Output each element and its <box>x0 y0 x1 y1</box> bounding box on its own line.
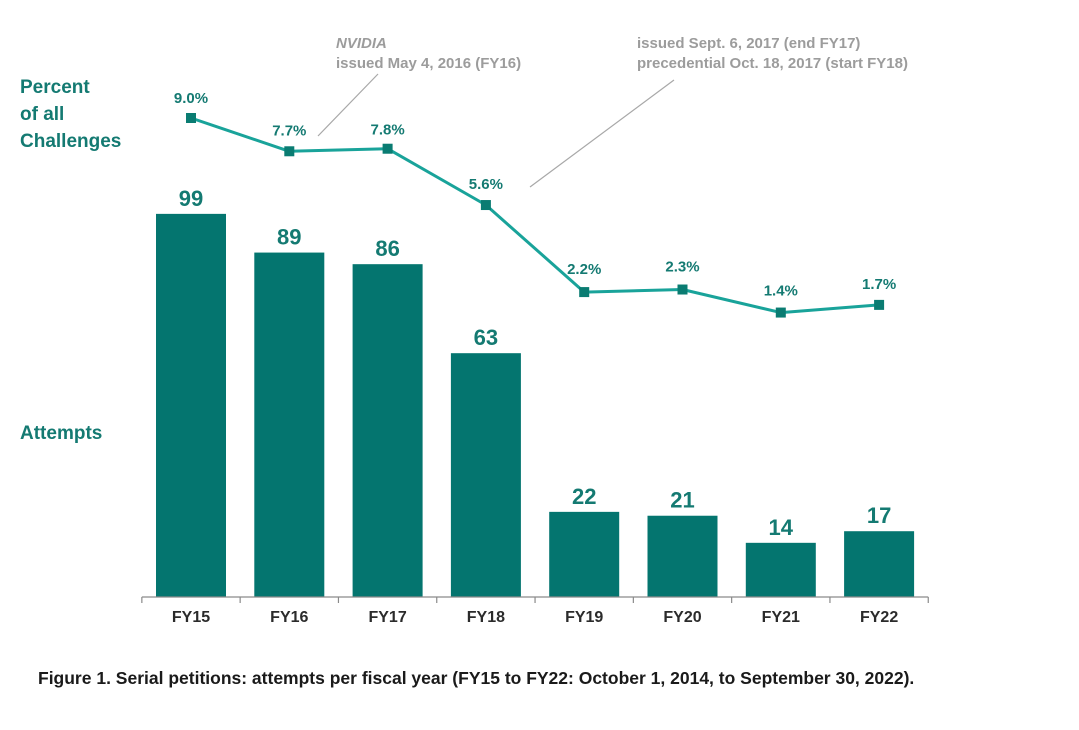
annotation-precedential-date: precedential Oct. 18, 2017 (start FY18) <box>637 55 908 72</box>
percent-marker-fy17 <box>382 143 393 154</box>
percent-label-fy22: 1.7% <box>862 276 896 293</box>
bar-value-label-fy20: 21 <box>670 488 694 513</box>
x-tick-label-fy22: FY22 <box>860 609 898 626</box>
percent-marker-fy15 <box>186 113 196 123</box>
x-tick-label-fy19: FY19 <box>565 609 603 626</box>
percent-label-fy15: 9.0% <box>174 90 208 107</box>
annotation-issued-date: issued Sept. 6, 2017 (end FY17) <box>637 35 860 52</box>
percent-label-fy18: 5.6% <box>469 176 503 193</box>
x-tick-label-fy20: FY20 <box>663 609 701 626</box>
bar-value-label-fy22: 17 <box>867 503 891 528</box>
percent-axis-title-line-2: of all <box>20 104 64 125</box>
percent-marker-fy19 <box>579 287 590 298</box>
percent-axis-title-line-3: Challenges <box>20 131 121 152</box>
x-axis: FY15 FY16 FY17 FY18 FY19 FY20 FY21 FY22 <box>141 596 929 626</box>
bar-fy16 <box>254 252 325 597</box>
x-tick-label-fy21: FY21 <box>762 609 800 626</box>
bar-value-label-fy16: 89 <box>277 225 301 250</box>
percent-label-fy21: 1.4% <box>764 283 798 300</box>
x-tick-label-fy17: FY17 <box>368 609 406 626</box>
percent-label-fy16: 7.7% <box>272 122 306 139</box>
percent-marker-fy16 <box>284 146 295 157</box>
annotation-nvidia-date: issued May 4, 2016 (FY16) <box>336 55 521 72</box>
bar-fy19 <box>549 511 620 597</box>
bar-value-label-fy15: 99 <box>179 186 203 211</box>
percent-label-fy17: 7.8% <box>370 122 404 139</box>
bar-fy18 <box>450 353 521 597</box>
bar-value-label-fy18: 63 <box>474 325 498 350</box>
percent-label-fy20: 2.3% <box>665 259 699 276</box>
bar-value-label-fy17: 86 <box>375 236 399 261</box>
annotations: NVIDIA issued May 4, 2016 (FY16) issued Se… <box>317 35 908 188</box>
percent-marker-fy21 <box>775 307 786 318</box>
bar-fy17 <box>352 264 423 597</box>
percent-marker-fy18 <box>480 200 491 211</box>
bar-fy21 <box>745 542 816 597</box>
percent-axis-title: Percent of all Challenges <box>20 77 121 152</box>
serial-petitions-chart: Percent of all Challenges Attempts 99 89 8… <box>20 35 929 626</box>
bar-value-label-fy21: 14 <box>769 515 794 540</box>
percent-line-layer: 9.0% 7.7% 7.8% 5.6% 2.2% 2.3% 1.4% 1.7% <box>174 90 896 318</box>
percent-label-fy19: 2.2% <box>567 261 601 278</box>
x-tick-label-fy18: FY18 <box>467 609 505 626</box>
bars-layer: 99 89 86 63 22 21 14 17 <box>156 186 915 597</box>
bar-fy20 <box>647 515 718 597</box>
percent-marker-fy20 <box>677 284 688 295</box>
x-tick-label-fy16: FY16 <box>270 609 308 626</box>
bar-value-label-fy19: 22 <box>572 484 596 509</box>
percent-series-line <box>190 116 880 315</box>
annotation-nvidia-title: NVIDIA <box>336 35 387 52</box>
percent-marker-fy22 <box>874 299 885 310</box>
percent-axis-title-line-1: Percent <box>20 77 90 98</box>
bar-fy15 <box>156 213 226 597</box>
attempts-axis-title: Attempts <box>20 423 102 444</box>
figure-caption: Figure 1. Serial petitions: attempts per… <box>38 668 915 688</box>
bar-fy22 <box>844 531 915 597</box>
nvidia-leader-line <box>317 73 379 137</box>
x-tick-label-fy15: FY15 <box>172 609 210 626</box>
precedential-leader-line <box>529 79 675 188</box>
